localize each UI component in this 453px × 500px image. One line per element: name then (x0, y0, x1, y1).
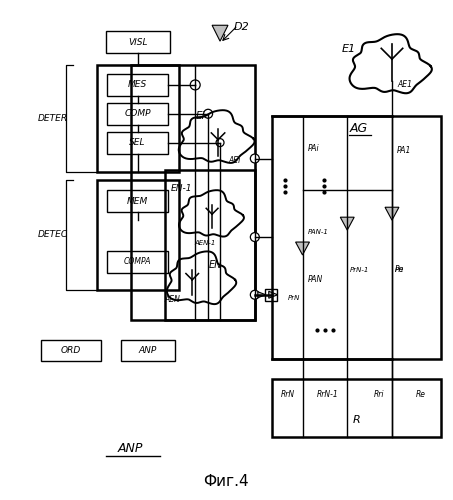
Text: E1: E1 (342, 44, 357, 54)
Polygon shape (295, 242, 309, 255)
Text: PAN: PAN (308, 276, 323, 284)
Text: VISL: VISL (128, 38, 148, 46)
Bar (41, 340, 101, 361)
Bar (106, 31, 170, 53)
Bar (272, 380, 441, 437)
Polygon shape (385, 207, 399, 220)
Bar (272, 116, 441, 360)
Text: EN-1: EN-1 (170, 184, 192, 193)
Bar (107, 103, 169, 124)
Polygon shape (269, 292, 278, 298)
Polygon shape (212, 26, 228, 41)
Text: ORD: ORD (61, 346, 81, 355)
Bar (97, 65, 179, 172)
Circle shape (216, 138, 224, 146)
Bar (120, 340, 175, 361)
Text: PrN-1: PrN-1 (350, 267, 370, 273)
Bar (107, 190, 169, 212)
Text: RrN: RrN (280, 390, 295, 398)
Text: DETER: DETER (38, 114, 68, 123)
Circle shape (190, 80, 200, 90)
Text: MEM: MEM (127, 197, 148, 206)
Text: AE1: AE1 (397, 80, 412, 90)
Text: ANP: ANP (139, 346, 157, 355)
Text: EN: EN (208, 260, 222, 270)
Text: COMP: COMP (124, 110, 151, 118)
Circle shape (251, 154, 259, 163)
Circle shape (204, 110, 212, 118)
Text: PA1: PA1 (397, 146, 411, 155)
Text: AEN: AEN (164, 295, 180, 304)
Text: Ei: Ei (196, 111, 205, 120)
Text: Pri: Pri (395, 267, 404, 273)
Bar (97, 180, 179, 290)
Bar (130, 65, 255, 320)
Text: SEL: SEL (129, 138, 146, 147)
Text: Pe: Pe (395, 266, 405, 274)
Text: PAN-1: PAN-1 (308, 229, 328, 235)
Text: DETEC: DETEC (38, 230, 68, 238)
Bar (107, 74, 169, 96)
Circle shape (251, 290, 259, 299)
Text: D2: D2 (234, 22, 250, 32)
Text: R: R (352, 414, 360, 424)
Text: ANP: ANP (118, 442, 143, 456)
Bar (107, 251, 169, 273)
Text: RrN-1: RrN-1 (317, 390, 338, 398)
Text: Re: Re (416, 390, 426, 398)
Circle shape (251, 232, 259, 241)
Text: AEN-1: AEN-1 (194, 240, 216, 246)
Text: AG: AG (350, 122, 368, 135)
Text: PrN: PrN (288, 294, 300, 300)
Polygon shape (340, 217, 354, 230)
Text: COMPA: COMPA (124, 258, 151, 266)
Text: Rri: Rri (374, 390, 384, 398)
Text: MES: MES (128, 80, 147, 90)
Polygon shape (258, 292, 266, 298)
Text: AEi: AEi (228, 156, 240, 165)
Text: Фиг.4: Фиг.4 (203, 474, 249, 489)
Bar (265, 289, 277, 300)
Text: PAi: PAi (308, 144, 319, 153)
Bar (165, 170, 255, 320)
Bar (107, 132, 169, 154)
